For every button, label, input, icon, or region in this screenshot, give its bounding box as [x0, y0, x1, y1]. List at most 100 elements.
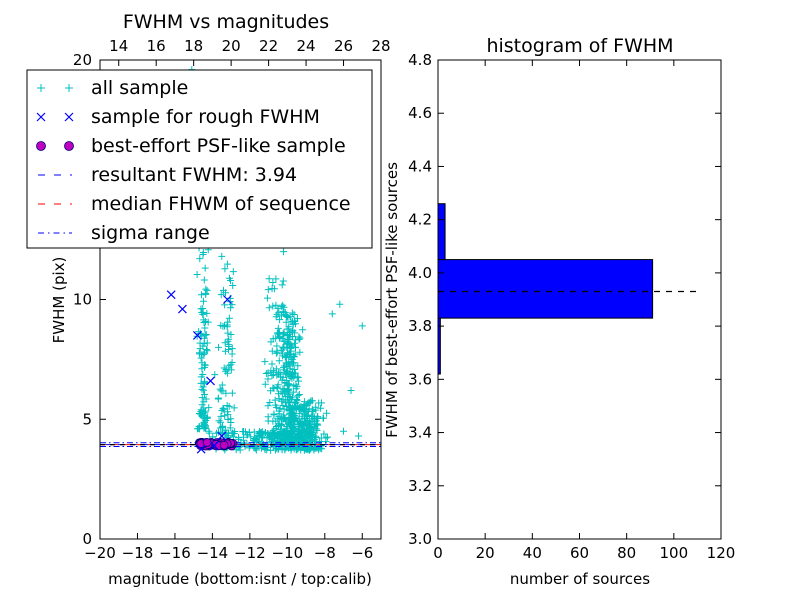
all-sample-point [221, 265, 229, 273]
top-tick-label: 18 [184, 37, 203, 55]
legend-marker [64, 141, 74, 151]
all-sample-point [284, 371, 292, 379]
scatter-panel: −20 −18 −16 −14 −12 −10 −8 −6 14 16 18 20 22 24 26 28 0 5… [26, 11, 391, 588]
legend: all sample sample for rough FWHM best-effo… [26, 69, 373, 249]
all-sample-point [252, 445, 260, 453]
all-sample-point [276, 368, 284, 376]
all-sample-point [295, 333, 303, 341]
scatter-title: FWHM vs magnitudes [123, 11, 329, 33]
all-sample-point [268, 372, 276, 380]
scatter-x-label: magnitude (bottom:isnt / top:calib) [108, 570, 372, 588]
all-sample-point [285, 323, 293, 331]
all-sample-point [230, 430, 238, 438]
all-sample-point [227, 331, 235, 339]
top-tick-label: 24 [297, 37, 316, 55]
all-sample-point [229, 282, 237, 290]
all-sample-point [268, 347, 276, 355]
all-sample-point [289, 333, 297, 341]
all-sample-point [218, 423, 226, 431]
rough-sample-point [166, 290, 176, 300]
all-sample-point [266, 398, 274, 406]
all-sample-point [220, 405, 228, 413]
all-sample-point [197, 354, 205, 362]
y-tick-label: 0 [82, 530, 92, 548]
all-sample-point [223, 260, 231, 268]
all-sample-point [270, 411, 278, 419]
all-sample-point [293, 417, 301, 425]
all-sample-point [295, 410, 303, 418]
all-sample-point [280, 362, 288, 370]
all-sample-point [211, 371, 219, 379]
all-sample-point [272, 349, 280, 357]
all-sample-point [336, 300, 344, 308]
hist-x-tick-label: 60 [570, 544, 589, 562]
rough-sample-point [217, 431, 227, 441]
all-sample-point [214, 395, 222, 403]
all-sample-point [37, 84, 45, 92]
all-sample-point [324, 433, 331, 441]
all-sample-point [224, 318, 232, 326]
all-sample-point [269, 278, 277, 286]
all-sample-point [320, 430, 328, 438]
all-sample-point [272, 275, 280, 283]
all-sample-point [220, 364, 228, 372]
legend-label: median FHWM of sequence [91, 193, 351, 215]
all-sample-point [284, 331, 292, 339]
histogram-axes: 0 20 40 60 80 100 120 3.0 3.2 3.4 3.6 3.8 4.0 4.2 4.4 4… [408, 51, 735, 562]
all-sample-point [202, 318, 210, 326]
x-tick-label: −6 [351, 544, 373, 562]
hist-y-tick-label: 3.4 [408, 424, 432, 442]
all-sample-point [203, 309, 211, 317]
all-sample-point [235, 435, 243, 443]
all-sample-point [293, 373, 301, 381]
all-sample-point [298, 405, 306, 413]
all-sample-point [323, 409, 331, 417]
all-sample-point [264, 286, 272, 294]
all-sample-point [201, 324, 209, 332]
rough-sample-point [206, 376, 215, 386]
all-sample-point [274, 383, 282, 391]
all-sample-point [198, 401, 206, 409]
all-sample-point [270, 433, 278, 441]
all-sample-point [197, 406, 205, 414]
all-sample-point [280, 428, 288, 436]
scatter-y-label: FWHM (pix) [50, 257, 68, 344]
all-sample-point [223, 402, 231, 410]
all-sample-point [270, 367, 278, 375]
all-sample-point [271, 396, 279, 404]
histogram-x-label: number of sources [510, 570, 650, 588]
all-sample-point [276, 316, 284, 324]
all-sample-point [217, 418, 225, 426]
all-sample-point [355, 432, 363, 440]
all-sample-point [224, 329, 232, 337]
top-tick-label: 26 [334, 37, 353, 55]
all-sample-point [225, 314, 233, 322]
all-sample-point [202, 285, 210, 293]
all-sample-point [200, 420, 208, 428]
all-sample-point [289, 320, 297, 328]
all-sample-point [288, 444, 296, 452]
histogram-bars [437, 203, 698, 375]
rough-sample-point [192, 331, 202, 340]
x-tick-label: −12 [234, 544, 266, 562]
all-sample-point [250, 428, 258, 436]
hist-x-tick-label: 80 [617, 544, 636, 562]
all-sample-point [294, 427, 302, 435]
all-sample-point [258, 434, 266, 442]
all-sample-point [203, 286, 211, 294]
hist-y-tick-label: 4.0 [408, 264, 432, 282]
all-sample-point [271, 437, 279, 445]
legend-marker [36, 112, 46, 122]
hist-y-tick-label: 3.6 [408, 370, 432, 388]
all-sample-point [228, 389, 236, 397]
hist-y-tick-label: 3.8 [408, 317, 432, 335]
hist-y-tick-label: 3.2 [408, 477, 432, 495]
all-sample-point [199, 248, 207, 256]
all-sample-point [268, 360, 276, 368]
y-tick-label: 20 [73, 51, 92, 69]
rough-sample-point [178, 304, 187, 314]
all-sample-point [289, 352, 297, 360]
legend-label: resultant FWHM: 3.94 [91, 164, 297, 186]
all-sample-point [284, 386, 292, 394]
all-sample-point [269, 302, 277, 310]
